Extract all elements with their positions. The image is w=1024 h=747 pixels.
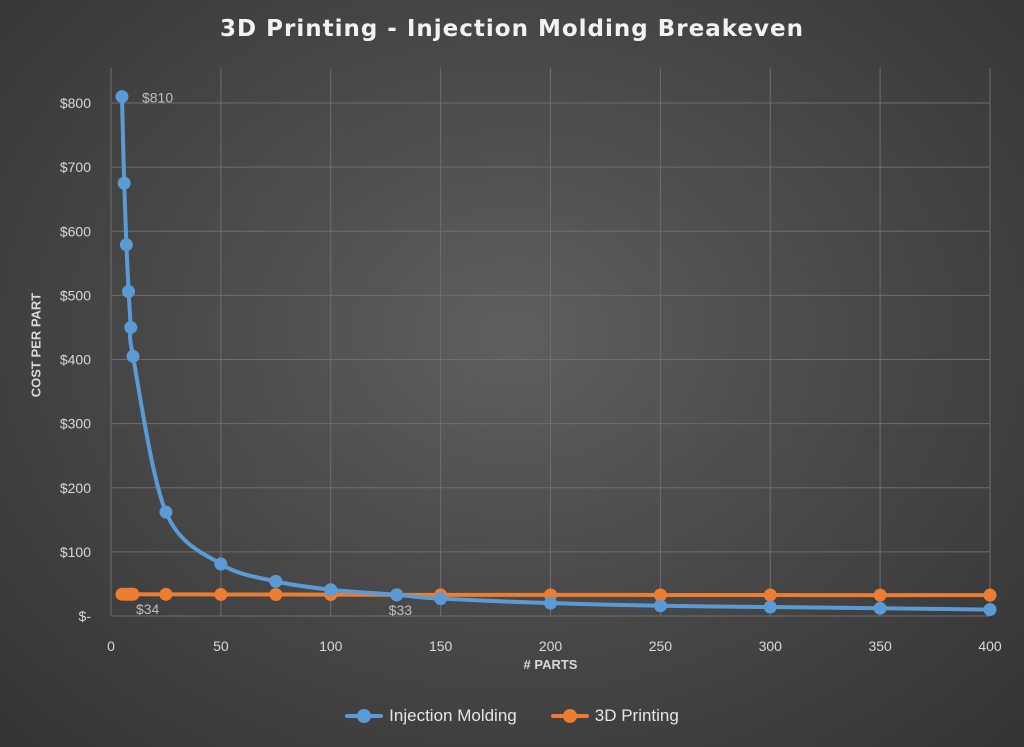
legend-item-injection-molding[interactable]: Injection Molding [345,706,517,726]
x-tick-label: 200 [539,638,563,654]
data-point-injection-molding [126,349,140,363]
data-label: $34 [136,601,160,617]
x-tick-label: 400 [978,638,1002,654]
x-tick-label: 350 [868,638,892,654]
y-tick-label: $200 [60,480,91,496]
data-point-3d-printing [269,588,283,602]
data-point-injection-molding [117,176,131,190]
y-tick-label: $800 [60,95,91,111]
data-point-injection-molding [214,557,228,571]
x-tick-label: 100 [319,638,343,654]
series-lines [119,94,992,612]
data-point-3d-printing [983,588,997,602]
x-tick-label: 50 [213,638,229,654]
series-line-injection-molding [119,94,992,612]
data-point-injection-molding [122,285,136,299]
data-point-3d-printing [159,587,173,601]
data-point-injection-molding [324,583,338,597]
legend-swatch-3d-printing [550,709,589,723]
x-axis-label: # PARTS [523,657,578,672]
data-point-3d-printing [653,588,667,602]
y-tick-label: $500 [60,287,91,303]
data-point-injection-molding [269,574,283,588]
data-point-injection-molding [390,588,404,602]
data-point-3d-printing [126,587,140,601]
legend-swatch-injection-molding [345,709,384,723]
data-point-3d-printing [214,587,228,601]
x-tick-label: 150 [429,638,453,654]
data-point-injection-molding [653,599,667,613]
legend-item-3d-printing[interactable]: 3D Printing [550,706,679,726]
y-tick-label: $300 [60,416,91,432]
x-tick-label: 250 [649,638,673,654]
tick-labels: 0 50 100 150 200 250 300 350 400 $- $100 $200 $300 $4… [60,95,1002,654]
series-points [115,90,997,617]
chart-title: 3D Printing - Injection Molding Breakeve… [220,16,804,42]
legend-label-3d-printing: 3D Printing [594,706,679,725]
x-tick-label: 0 [107,638,115,654]
y-tick-label: $100 [60,544,91,560]
y-tick-label: $- [79,608,92,624]
data-point-injection-molding [115,90,129,104]
data-point-3d-printing [763,588,777,602]
data-point-injection-molding [763,600,777,614]
x-tick-label: 300 [759,638,783,654]
data-point-injection-molding [159,505,173,519]
gridlines [110,68,991,617]
data-point-3d-printing [873,588,887,602]
legend-label-injection-molding: Injection Molding [389,706,517,725]
data-point-injection-molding [124,320,138,334]
data-point-injection-molding [434,592,448,606]
y-tick-label: $400 [60,352,91,368]
data-label: $810 [142,90,173,106]
data-point-injection-molding [544,596,557,610]
y-tick-label: $600 [60,223,91,239]
legend: Injection Molding 3D Printing [0,706,1024,726]
y-tick-label: $700 [60,159,91,175]
data-label: $33 [389,602,413,618]
data-point-injection-molding [983,603,997,617]
data-point-injection-molding [873,601,887,615]
data-point-injection-molding [119,238,133,252]
data-labels: $810 $34 $33 [136,90,412,618]
